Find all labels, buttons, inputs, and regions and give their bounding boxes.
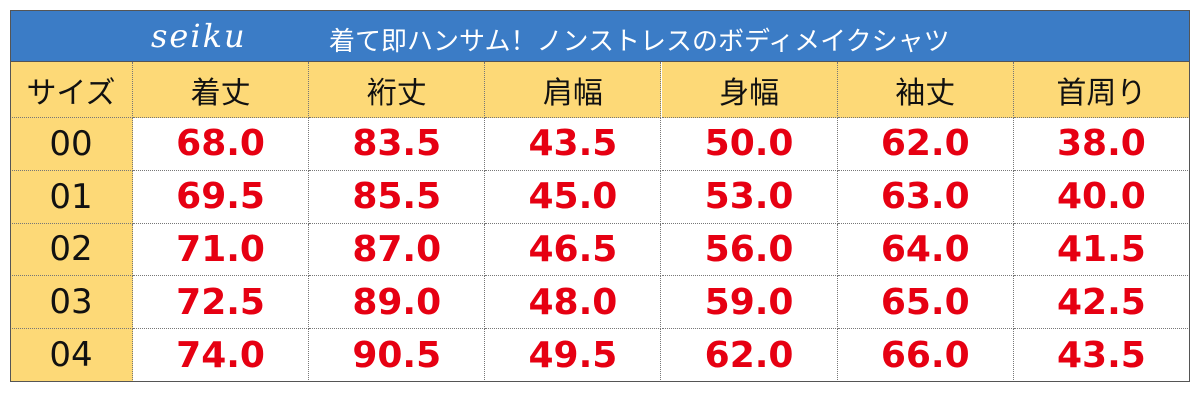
column-header: 着丈 bbox=[133, 62, 310, 118]
measurement: 74.0 bbox=[133, 329, 310, 382]
measurement: 38.0 bbox=[1013, 118, 1190, 171]
measurement: 87.0 bbox=[309, 223, 486, 277]
measurement: 41.5 bbox=[1013, 223, 1190, 277]
measurement: 49.5 bbox=[485, 329, 662, 382]
measurement: 69.5 bbox=[133, 170, 310, 224]
measurement: 53.0 bbox=[661, 170, 838, 224]
size-label: 02 bbox=[10, 223, 133, 277]
measurement: 71.0 bbox=[133, 223, 310, 277]
measurement: 48.0 bbox=[485, 276, 662, 330]
column-header: 裄丈 bbox=[309, 62, 486, 118]
measurement: 65.0 bbox=[837, 276, 1014, 330]
measurement: 64.0 bbox=[837, 223, 1014, 277]
measurement: 63.0 bbox=[837, 170, 1014, 224]
size-label: 01 bbox=[10, 170, 133, 224]
measurement: 62.0 bbox=[661, 329, 838, 382]
column-header: 身幅 bbox=[661, 62, 838, 118]
measurement: 42.5 bbox=[1013, 276, 1190, 330]
measurement: 43.5 bbox=[485, 118, 662, 171]
size-label: 03 bbox=[10, 276, 133, 330]
header-bar: seiku 着て即ハンサム！ノンストレスのボディメイクシャツ bbox=[10, 10, 1190, 62]
measurement: 56.0 bbox=[661, 223, 838, 277]
measurement: 59.0 bbox=[661, 276, 838, 330]
measurement: 89.0 bbox=[309, 276, 486, 330]
measurement: 50.0 bbox=[661, 118, 838, 171]
measurement: 43.5 bbox=[1013, 329, 1190, 382]
measurement: 46.5 bbox=[485, 223, 662, 277]
logo: seiku bbox=[151, 17, 247, 55]
title: 着て即ハンサム！ノンストレスのボディメイクシャツ bbox=[329, 27, 950, 57]
column-header: 袖丈 bbox=[837, 62, 1014, 118]
measurement: 85.5 bbox=[309, 170, 486, 224]
size-label: 00 bbox=[10, 118, 133, 171]
measurement: 68.0 bbox=[133, 118, 310, 171]
measurement: 72.5 bbox=[133, 276, 310, 330]
column-header: 首周り bbox=[1013, 62, 1190, 118]
measurement: 66.0 bbox=[837, 329, 1014, 382]
measurement: 40.0 bbox=[1013, 170, 1190, 224]
measurement: 45.0 bbox=[485, 170, 662, 224]
measurement: 90.5 bbox=[309, 329, 486, 382]
column-header: サイズ bbox=[10, 62, 133, 118]
measurement: 83.5 bbox=[309, 118, 486, 171]
column-header: 肩幅 bbox=[485, 62, 662, 118]
size-label: 04 bbox=[10, 329, 133, 382]
measurement: 62.0 bbox=[837, 118, 1014, 171]
